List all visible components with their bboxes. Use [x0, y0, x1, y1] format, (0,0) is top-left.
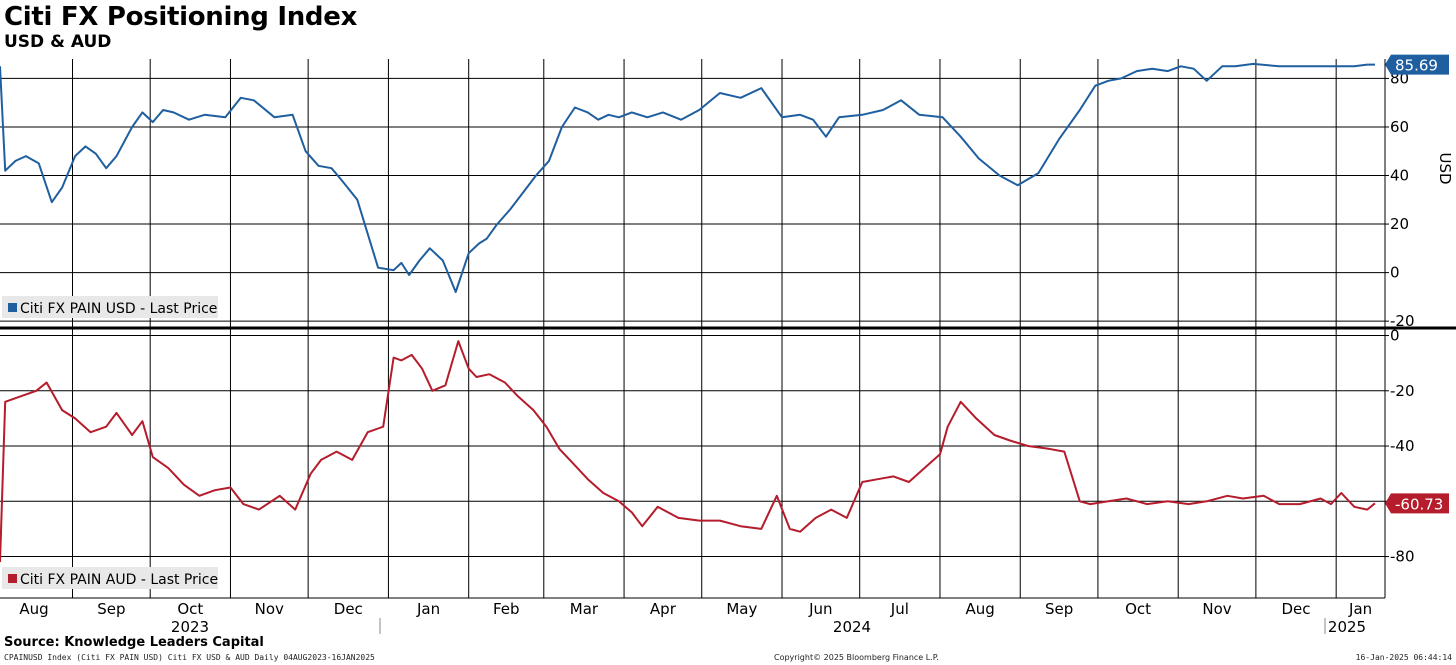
series-line-aud [0, 340, 1376, 563]
x-month-label: Aug [965, 600, 994, 618]
copyright-note: Copyright© 2025 Bloomberg Finance L.P. [774, 653, 939, 662]
y-tick-label: -40 [1390, 437, 1415, 455]
x-month-label: Mar [570, 600, 599, 618]
x-month-label: May [726, 600, 757, 618]
x-year-label: 2025 [1328, 618, 1366, 636]
y-tick-label: 0 [1390, 264, 1400, 282]
x-month-label: Sep [97, 600, 125, 618]
x-month-label: Jan [416, 600, 440, 618]
y-tick-label: -20 [1390, 312, 1415, 330]
last-value-label: -60.73 [1395, 495, 1443, 513]
series-line-usd [0, 62, 1375, 293]
last-value-tag [1385, 54, 1449, 75]
x-month-label: Nov [255, 600, 284, 618]
legend-label: Citi FX PAIN AUD - Last Price [20, 572, 218, 588]
y-tick-label: 0 [1390, 327, 1400, 345]
x-month-label: Nov [1202, 600, 1231, 618]
x-month-label: Aug [19, 600, 48, 618]
x-year-label: 2023 [171, 618, 209, 636]
y-axis-label: USD [1436, 153, 1454, 185]
x-month-label: Oct [1125, 600, 1151, 618]
x-month-label: Apr [650, 600, 677, 618]
y-tick-label: -80 [1390, 548, 1415, 566]
y-tick-label: -20 [1390, 382, 1415, 400]
legend-box [2, 296, 218, 318]
x-month-label: Dec [1282, 600, 1311, 618]
chart-subtitle: USD & AUD [4, 32, 112, 52]
legend-swatch [8, 574, 17, 583]
legend-swatch [8, 303, 17, 312]
x-month-label: Oct [177, 600, 203, 618]
timestamp-note: 16-Jan-2025 06:44:14 [1355, 653, 1452, 662]
series-info-note: CPAINUSD Index (Citi FX PAIN USD) Citi F… [4, 653, 375, 662]
chart-title: Citi FX Positioning Index [4, 2, 358, 32]
last-value-label: 85.69 [1395, 57, 1438, 75]
x-month-label: Dec [334, 600, 363, 618]
source-note: Source: Knowledge Leaders Capital [4, 635, 264, 650]
legend-label: Citi FX PAIN USD - Last Price [20, 301, 217, 317]
x-month-label: Jun [808, 600, 832, 618]
legend-box [2, 567, 218, 589]
y-tick-label: 40 [1390, 167, 1409, 185]
last-value-tag [1385, 493, 1449, 514]
y-tick-label: 20 [1390, 215, 1409, 233]
x-month-label: Sep [1045, 600, 1073, 618]
y-tick-label: 60 [1390, 118, 1409, 136]
x-month-label: Jan [1348, 600, 1372, 618]
x-year-label: 2024 [833, 618, 871, 636]
x-month-label: Jul [890, 600, 909, 618]
x-month-label: Feb [493, 600, 520, 618]
